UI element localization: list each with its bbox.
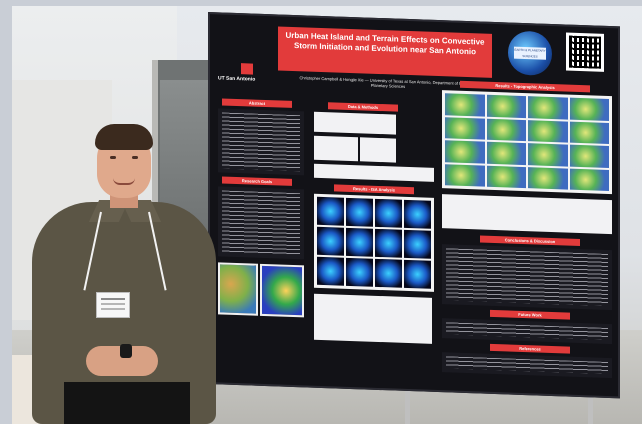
section-header-references: References — [490, 343, 570, 354]
texas-map-image — [218, 262, 258, 316]
image-border-left — [0, 0, 12, 424]
future-work-text — [442, 318, 612, 345]
poster-authors: Christopher Campbell & Hongjie Xie — Uni… — [299, 75, 477, 89]
topographic-chart — [442, 194, 612, 235]
research-poster: Urban Heat Island and Terrain Effects on… — [208, 12, 620, 399]
hair — [95, 124, 153, 150]
wristwatch — [120, 344, 132, 358]
conclusions-text — [442, 244, 612, 311]
globe-label: EARTH & PLANETARY SCIENCES — [514, 46, 546, 60]
isa-analysis-grid — [314, 193, 434, 292]
poster-stand-leg — [405, 360, 410, 424]
image-border-top — [0, 0, 642, 6]
name-badge — [96, 292, 130, 318]
right-eye — [132, 156, 138, 159]
references-text — [442, 352, 612, 379]
globe-logo-icon: EARTH & PLANETARY SCIENCES — [508, 30, 552, 77]
section-header-isa-analysis: Results - ISA Analysis — [334, 184, 414, 195]
section-header-research-goals: Research Goals — [222, 176, 292, 186]
section-header-future-work: Future Work — [490, 309, 570, 320]
presenter-person — [24, 120, 224, 424]
utsa-logo-icon: UT San Antonio — [218, 62, 276, 86]
qr-code-icon — [566, 32, 604, 72]
radar-map-image — [260, 263, 304, 318]
section-header-abstract: Abstract — [222, 98, 292, 108]
isa-analysis-chart — [314, 293, 432, 344]
topographic-analysis-grid — [442, 90, 612, 195]
methods-figure-a — [314, 135, 358, 162]
left-eye — [110, 156, 116, 159]
smile — [113, 178, 135, 185]
research-goals-text — [218, 186, 304, 260]
pants — [64, 382, 190, 424]
section-header-conclusions: Conclusions & Discussion — [480, 235, 580, 246]
methods-figure-b — [360, 137, 396, 163]
utsa-mark-icon — [241, 63, 253, 75]
abstract-text — [218, 108, 304, 176]
poster-title: Urban Heat Island and Terrain Effects on… — [278, 26, 492, 78]
methods-caption — [314, 163, 434, 182]
section-header-data-methods: Data & Methods — [328, 102, 398, 112]
methods-figure-strip — [314, 111, 396, 135]
utsa-logo-text: UT San Antonio — [218, 75, 256, 83]
